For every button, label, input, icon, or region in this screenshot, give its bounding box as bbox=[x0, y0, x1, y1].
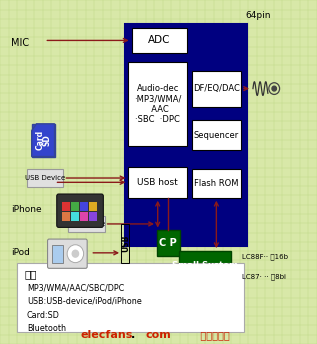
Text: USB:USB-device/iPod/iPhone: USB:USB-device/iPod/iPhone bbox=[27, 297, 142, 306]
Circle shape bbox=[72, 250, 79, 257]
Text: Card: Card bbox=[36, 130, 45, 150]
Text: MIC: MIC bbox=[11, 38, 29, 48]
Bar bbox=[62, 212, 70, 221]
FancyBboxPatch shape bbox=[48, 239, 87, 268]
Text: 电子发烧友: 电子发烧友 bbox=[197, 330, 229, 340]
Text: MP3/WMA/AAC/SBC/DPC: MP3/WMA/AAC/SBC/DPC bbox=[27, 283, 124, 292]
Bar bbox=[17, 263, 244, 332]
Text: LC87· ·· （8bi: LC87· ·· （8bi bbox=[242, 273, 286, 280]
Bar bbox=[68, 216, 105, 232]
Circle shape bbox=[272, 86, 276, 91]
Text: .: . bbox=[131, 330, 135, 340]
Bar bbox=[80, 202, 88, 211]
FancyBboxPatch shape bbox=[57, 194, 103, 227]
Bar bbox=[71, 202, 79, 211]
Bar bbox=[192, 71, 241, 107]
Text: 再生: 再生 bbox=[24, 269, 37, 279]
Text: USB: USB bbox=[121, 235, 130, 252]
Text: ADC: ADC bbox=[148, 35, 171, 45]
Text: Flash ROM: Flash ROM bbox=[194, 179, 239, 188]
Text: iPhone: iPhone bbox=[11, 205, 42, 214]
Text: 64pin: 64pin bbox=[246, 11, 271, 20]
Text: C P: C P bbox=[159, 238, 177, 248]
Bar bbox=[80, 212, 88, 221]
Text: com: com bbox=[146, 330, 171, 340]
Text: Small System
Micro: Small System Micro bbox=[172, 261, 238, 281]
Text: iPod: iPod bbox=[11, 248, 30, 257]
Bar bbox=[179, 251, 231, 291]
Text: DF/EQ/DAC: DF/EQ/DAC bbox=[193, 84, 240, 93]
Bar bbox=[89, 212, 97, 221]
Bar bbox=[132, 28, 187, 53]
Bar bbox=[128, 62, 187, 146]
Text: USB Device: USB Device bbox=[25, 175, 65, 181]
Text: SD: SD bbox=[43, 134, 52, 146]
Text: USB Device: USB Device bbox=[67, 221, 106, 227]
Circle shape bbox=[67, 245, 84, 263]
Text: elecfans: elecfans bbox=[81, 330, 133, 340]
Bar bbox=[192, 169, 241, 198]
Bar bbox=[32, 124, 55, 157]
Bar bbox=[27, 169, 63, 187]
Text: Bluetooth: Bluetooth bbox=[27, 324, 66, 333]
Bar bbox=[52, 245, 63, 263]
Bar bbox=[157, 230, 180, 256]
Text: Audio-dec
·MP3/WMA/
  AAC
·SBC  ·DPC: Audio-dec ·MP3/WMA/ AAC ·SBC ·DPC bbox=[134, 84, 181, 124]
Text: Card:SD: Card:SD bbox=[27, 311, 60, 320]
Bar bbox=[89, 202, 97, 211]
Bar bbox=[125, 24, 247, 246]
Bar bbox=[62, 202, 70, 211]
Polygon shape bbox=[32, 124, 55, 157]
Text: Sequencer: Sequencer bbox=[194, 130, 239, 140]
Bar bbox=[121, 224, 129, 263]
Text: USB host: USB host bbox=[137, 178, 178, 187]
Bar bbox=[128, 167, 187, 198]
Text: LC88F·· （16b: LC88F·· （16b bbox=[242, 253, 288, 260]
Bar bbox=[192, 120, 241, 150]
Bar bbox=[71, 212, 79, 221]
